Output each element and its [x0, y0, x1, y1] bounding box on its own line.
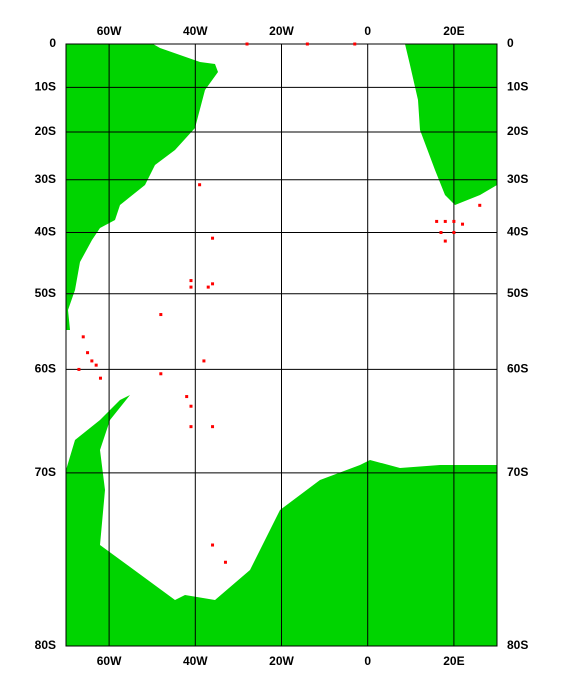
- observation-point: [478, 203, 482, 207]
- observation-point: [461, 222, 465, 226]
- observation-point: [189, 279, 193, 283]
- y-tick-label: 20S: [507, 124, 528, 138]
- y-tick-label: 10S: [35, 80, 56, 94]
- observation-point: [189, 425, 193, 429]
- observation-point: [245, 42, 249, 46]
- observation-point: [452, 231, 456, 235]
- y-tick-label: 80S: [507, 638, 528, 652]
- observation-point: [81, 335, 85, 339]
- observation-point: [211, 282, 215, 286]
- observation-point: [185, 395, 189, 399]
- y-tick-label: 0: [507, 36, 514, 50]
- x-tick-label: 60W: [97, 654, 122, 668]
- observation-point: [189, 404, 193, 408]
- observation-point: [159, 372, 163, 376]
- observation-point: [305, 42, 309, 46]
- observation-point: [98, 376, 102, 380]
- y-tick-label: 70S: [35, 465, 56, 479]
- y-tick-label: 70S: [507, 465, 528, 479]
- south-america: [66, 44, 218, 330]
- y-tick-label: 50S: [35, 286, 56, 300]
- observation-point: [159, 313, 163, 317]
- y-tick-label: 40S: [35, 225, 56, 239]
- x-tick-label: 20W: [269, 24, 294, 38]
- observation-point: [77, 367, 81, 371]
- y-tick-label: 60S: [35, 362, 56, 376]
- y-tick-label: 60S: [507, 362, 528, 376]
- y-tick-label: 50S: [507, 286, 528, 300]
- observation-point: [435, 219, 439, 223]
- observation-point: [452, 219, 456, 223]
- observation-point: [211, 236, 215, 240]
- y-tick-label: 0: [49, 36, 56, 50]
- x-tick-label: 40W: [183, 654, 208, 668]
- observation-point: [353, 42, 357, 46]
- observation-point: [198, 183, 202, 187]
- observation-point: [223, 560, 227, 564]
- y-tick-label: 20S: [35, 124, 56, 138]
- x-tick-label: 20E: [443, 654, 464, 668]
- observation-point: [202, 359, 206, 363]
- observation-point: [211, 425, 215, 429]
- y-tick-label: 30S: [507, 172, 528, 186]
- x-tick-label: 60W: [97, 24, 122, 38]
- y-tick-label: 80S: [35, 638, 56, 652]
- x-tick-label: 20W: [269, 654, 294, 668]
- observation-point: [443, 219, 447, 223]
- observation-point: [211, 543, 215, 547]
- observation-point: [443, 239, 447, 243]
- x-tick-label: 20E: [443, 24, 464, 38]
- observation-point: [86, 351, 90, 355]
- map-frame: [65, 43, 498, 647]
- x-tick-label: 0: [364, 24, 371, 38]
- observation-point: [189, 285, 193, 289]
- africa: [405, 44, 497, 205]
- x-tick-label: 40W: [183, 24, 208, 38]
- observation-point: [90, 359, 94, 363]
- y-tick-label: 10S: [507, 80, 528, 94]
- observation-point: [439, 231, 443, 235]
- observation-point: [206, 285, 210, 289]
- y-tick-label: 30S: [35, 172, 56, 186]
- y-tick-label: 40S: [507, 225, 528, 239]
- observation-point: [94, 363, 98, 367]
- x-tick-label: 0: [364, 654, 371, 668]
